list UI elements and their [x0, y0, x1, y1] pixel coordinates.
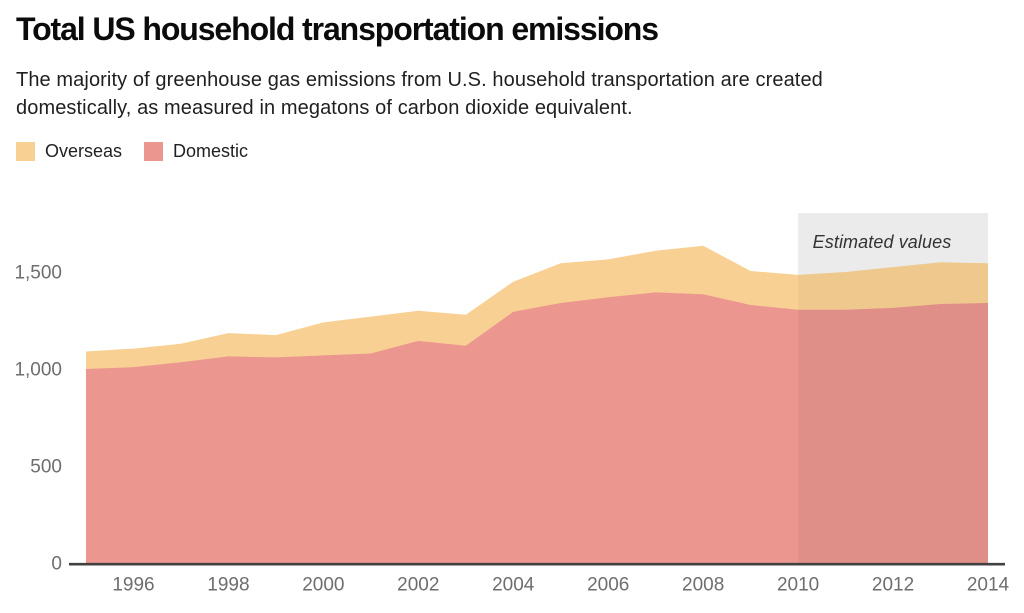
domestic-area [86, 292, 988, 563]
legend-swatch-overseas [16, 142, 35, 161]
x-tick-label: 2010 [777, 575, 819, 596]
x-tick-label: 1998 [207, 575, 249, 596]
y-tick-label: 1,000 [14, 360, 62, 381]
chart-title: Total US household transportation emissi… [16, 11, 659, 47]
x-tick-label: 2012 [872, 575, 914, 596]
legend: Overseas Domestic [16, 141, 248, 162]
x-tick-label: 2014 [967, 575, 1010, 596]
x-tick-label: 2004 [492, 575, 535, 596]
legend-swatch-domestic [144, 142, 164, 161]
x-tick-label: 2008 [682, 575, 724, 596]
x-tick-label: 2000 [302, 575, 344, 596]
estimated-values-label: Estimated values [812, 232, 952, 252]
y-tick-label: 0 [51, 554, 62, 575]
x-tick-label: 1996 [112, 575, 154, 596]
legend-label: Overseas [45, 141, 123, 161]
chart-subtitle: The majority of greenhouse gas emissions… [16, 66, 823, 122]
estimated-region [798, 213, 988, 563]
legend-item-overseas: Overseas [16, 141, 122, 162]
x-tick-label: 2006 [587, 575, 629, 596]
legend-label: Domestic [173, 141, 249, 161]
domestic-area-estimated [798, 303, 988, 563]
x-tick-label: 2002 [397, 575, 439, 596]
y-tick-label: 1,500 [14, 263, 62, 284]
chart-subtitle-line-2: domestically, as measured in megatons of… [16, 97, 633, 119]
y-tick-label: 500 [30, 457, 62, 478]
chart-subtitle-line-1: The majority of greenhouse gas emissions… [16, 69, 823, 91]
legend-item-domestic: Domestic [144, 141, 248, 162]
